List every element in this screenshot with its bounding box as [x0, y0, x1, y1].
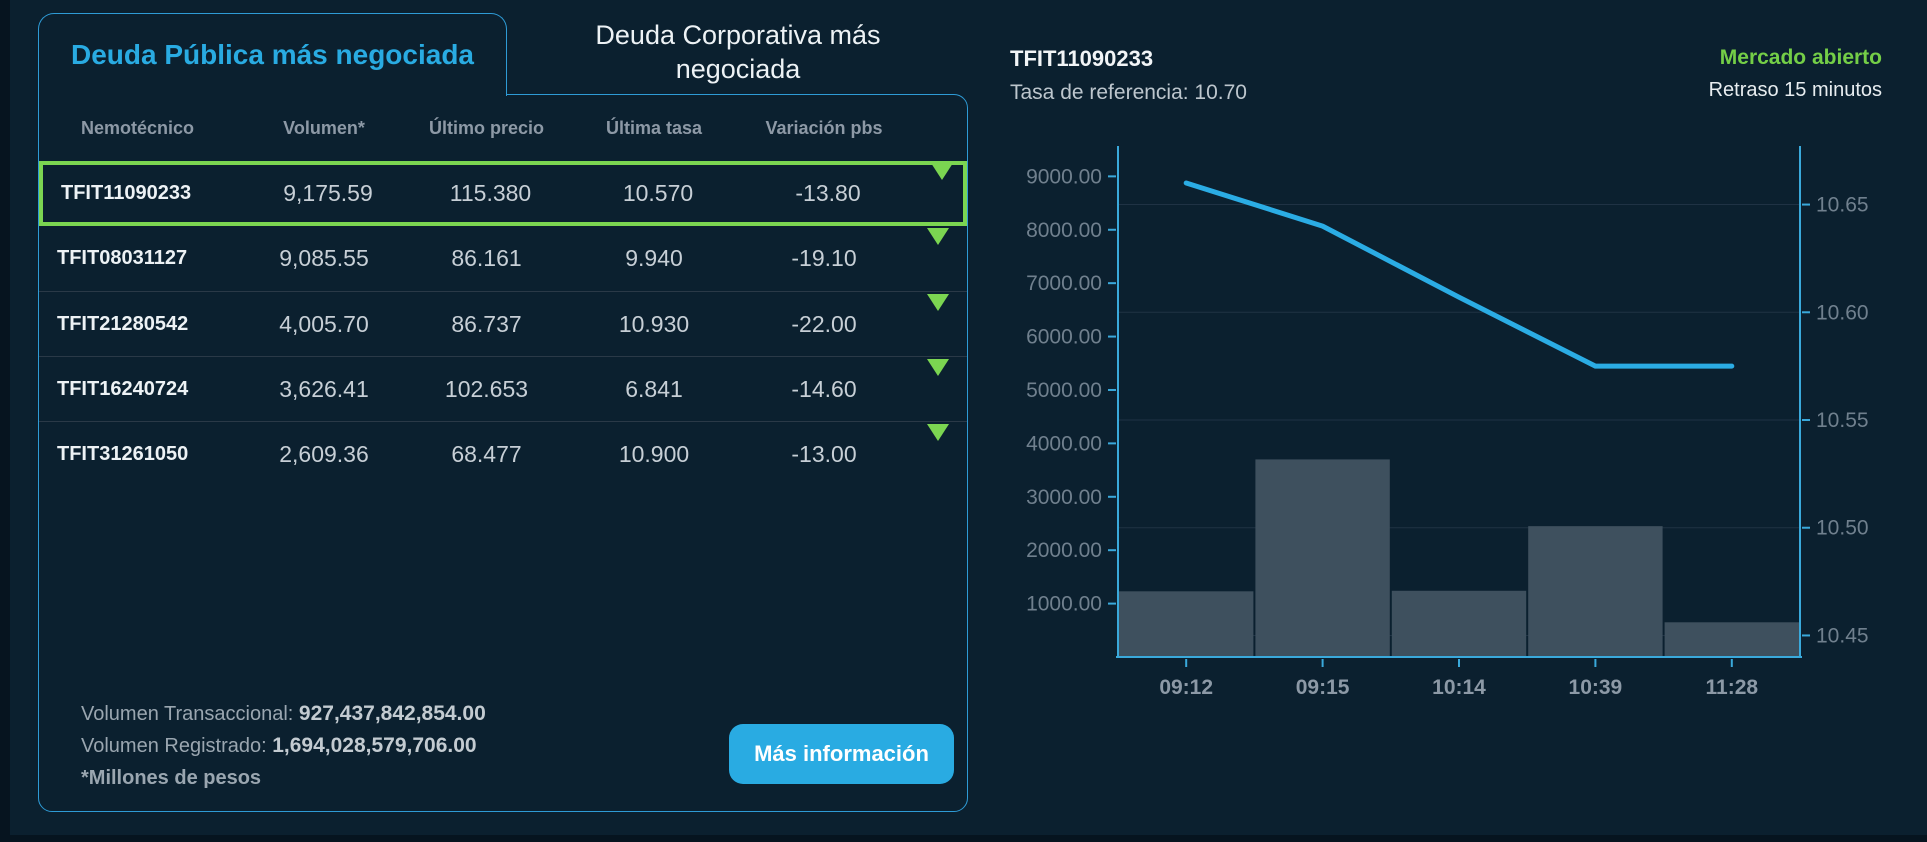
down-triangle-icon — [927, 293, 949, 337]
page-left-edge — [0, 0, 10, 842]
bond-last-price: 115.380 — [449, 180, 532, 206]
registered-volume-value: 1,694,028,579,706.00 — [272, 734, 477, 757]
tab-deuda-publica-label: Deuda Pública más negociada — [70, 39, 475, 70]
svg-text:09:15: 09:15 — [1296, 676, 1350, 699]
table-row[interactable]: TFIT21280542 4,005.70 86.737 10.930 -22.… — [39, 291, 967, 356]
column-header-ultimo-precio: Último precio — [428, 117, 544, 138]
bond-last-price: 102.653 — [444, 375, 529, 402]
column-header-nemotecnico: Nemotécnico — [81, 117, 195, 138]
bond-variation: -13.80 — [795, 180, 861, 206]
bond-last-price: 68.477 — [451, 440, 522, 467]
svg-text:3000.00: 3000.00 — [1026, 486, 1102, 509]
svg-text:09:12: 09:12 — [1159, 676, 1213, 699]
chart-bond-title: TFIT11090233 — [1010, 46, 1154, 71]
bond-last-rate: 9.940 — [625, 245, 683, 271]
registered-volume-line: Volumen Registrado: 1,694,028,579,706.00 — [81, 730, 486, 762]
bond-volume: 9,175.59 — [283, 180, 373, 206]
svg-text:7000.00: 7000.00 — [1026, 272, 1102, 295]
down-triangle-icon — [927, 358, 949, 402]
svg-text:10:14: 10:14 — [1432, 676, 1486, 699]
more-info-button[interactable]: Más información — [729, 724, 954, 784]
delay-label: Retraso 15 minutos — [1708, 79, 1882, 101]
svg-text:4000.00: 4000.00 — [1026, 432, 1102, 455]
bond-last-rate: 10.570 — [622, 180, 694, 206]
bond-volume: 3,626.41 — [279, 375, 369, 402]
down-triangle-icon — [927, 423, 949, 467]
svg-text:10:39: 10:39 — [1569, 676, 1623, 699]
reference-rate-label: Tasa de referencia: 10.70 — [1010, 81, 1247, 104]
column-header-variacion-pbs: Variación pbs — [765, 117, 883, 138]
tab-deuda-corporativa[interactable]: Deuda Corporativa más negociada — [510, 13, 966, 93]
bond-volume: 2,609.36 — [279, 440, 369, 467]
bond-volume: 4,005.70 — [279, 310, 369, 337]
transactional-volume-label: Volumen Transaccional: — [81, 703, 294, 725]
bond-variation: -13.00 — [791, 440, 857, 467]
svg-text:1000.00: 1000.00 — [1026, 593, 1102, 616]
svg-text:10.50: 10.50 — [1816, 517, 1869, 540]
table-row-selected[interactable]: TFIT11090233 9,175.59 115.380 10.570 -13… — [39, 161, 967, 226]
bond-volume: 9,085.55 — [279, 245, 369, 271]
volume-rate-chart: 1000.00 2000.00 3000.00 4000.00 5000.00 6000.… — [1026, 146, 1869, 699]
svg-text:2000.00: 2000.00 — [1026, 539, 1102, 562]
chart-status-block: Mercado abierto Retraso 15 minutos — [1709, 46, 1882, 102]
bond-ticker: TFIT16240724 — [57, 377, 189, 400]
bonds-panel: Nemotécnico Volumen* Último precio Últim… — [38, 94, 968, 812]
bond-ticker: TFIT31261050 — [57, 442, 189, 465]
table-row[interactable]: TFIT16240724 3,626.41 102.653 6.841 -14.… — [39, 356, 967, 421]
bond-last-rate: 10.900 — [618, 440, 690, 467]
tab-deuda-publica[interactable]: Deuda Pública más negociada — [38, 13, 507, 96]
svg-text:10.45: 10.45 — [1816, 624, 1869, 647]
column-header-volumen: Volumen* — [283, 117, 365, 138]
transactional-volume-line: Volumen Transaccional: 927,437,842,854.0… — [81, 698, 486, 730]
svg-text:10.60: 10.60 — [1816, 301, 1869, 324]
volume-totals: Volumen Transaccional: 927,437,842,854.0… — [81, 698, 486, 794]
registered-volume-label: Volumen Registrado: — [81, 735, 267, 757]
svg-text:8000.00: 8000.00 — [1026, 219, 1102, 242]
bond-variation: -14.60 — [791, 375, 857, 402]
svg-text:11:28: 11:28 — [1706, 676, 1759, 699]
millions-note: *Millones de pesos — [81, 767, 262, 789]
svg-text:5000.00: 5000.00 — [1026, 379, 1102, 402]
tab-deuda-corporativa-label: Deuda Corporativa más negociada — [595, 20, 881, 84]
bond-last-rate: 6.841 — [625, 375, 683, 402]
bond-ticker: TFIT21280542 — [57, 312, 189, 335]
bond-ticker: TFIT08031127 — [57, 247, 188, 269]
bond-ticker: TFIT11090233 — [61, 182, 192, 204]
page-bottom-edge — [0, 835, 1927, 842]
bond-last-rate: 10.930 — [618, 310, 690, 337]
bond-variation: -19.10 — [791, 245, 857, 271]
down-triangle-icon — [931, 163, 953, 206]
svg-text:6000.00: 6000.00 — [1026, 326, 1102, 349]
bond-last-price: 86.737 — [451, 310, 522, 337]
svg-text:9000.00: 9000.00 — [1026, 165, 1102, 188]
table-row[interactable]: TFIT08031127 9,085.55 86.161 9.940 -19.1… — [39, 226, 967, 291]
market-status-badge: Mercado abierto — [1719, 46, 1882, 69]
table-row[interactable]: TFIT31261050 2,609.36 68.477 10.900 -13.… — [39, 421, 967, 486]
column-header-ultima-tasa: Última tasa — [605, 117, 703, 138]
table-header-row: Nemotécnico Volumen* Último precio Últim… — [39, 95, 967, 161]
transactional-volume-value: 927,437,842,854.00 — [298, 702, 486, 725]
chart-title-block: TFIT11090233 Tasa de referencia: 10.70 — [1010, 46, 1247, 105]
bond-last-price: 86.161 — [451, 245, 522, 271]
down-triangle-icon — [927, 228, 949, 271]
bond-variation: -22.00 — [791, 310, 857, 337]
svg-text:10.55: 10.55 — [1816, 409, 1869, 432]
svg-text:10.65: 10.65 — [1816, 194, 1869, 217]
